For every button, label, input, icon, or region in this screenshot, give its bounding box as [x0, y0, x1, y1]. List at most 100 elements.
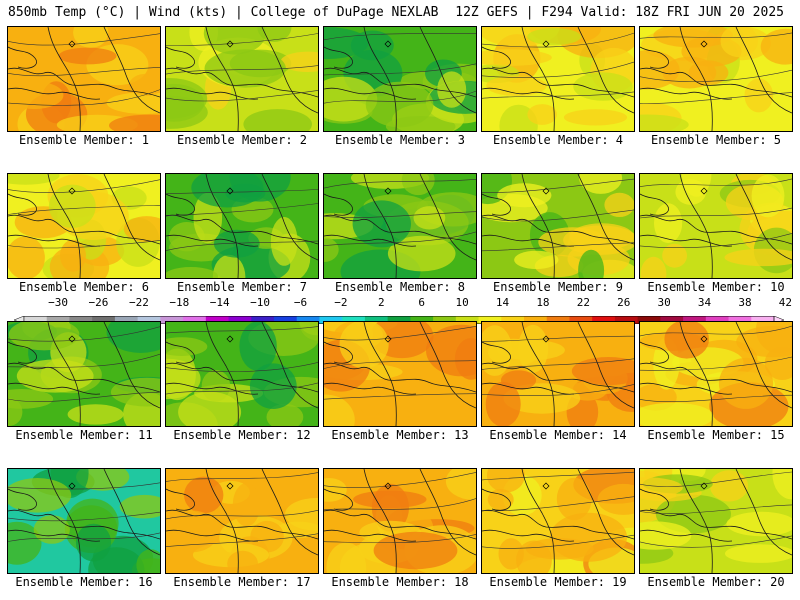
ensemble-member-label: Ensemble Member: 6: [18, 280, 150, 294]
scale-tick-label: 6: [418, 296, 426, 309]
scale-swatch: [364, 316, 389, 324]
contour-line: [8, 326, 160, 342]
ensemble-map-panel: [165, 26, 319, 132]
contour-line: [8, 482, 160, 490]
temperature-region: [299, 322, 318, 341]
map-boundary-line: [482, 382, 575, 395]
scale-tick-label: 42: [778, 296, 792, 309]
map-boundary-line: [419, 174, 476, 261]
temperature-region: [16, 359, 94, 393]
ensemble-map-panel: [7, 26, 161, 132]
temperature-region: [8, 389, 54, 409]
temperature-region: [662, 243, 687, 268]
contour-line: [166, 90, 318, 102]
scale-tick-label: −10: [250, 296, 271, 309]
contour-line: [640, 233, 792, 248]
map-boundary-line: [482, 362, 634, 393]
map-boundary-line: [324, 193, 353, 216]
contour-line: [324, 179, 476, 189]
map-boundary-line: [205, 174, 239, 278]
temperature-map: [324, 469, 476, 573]
map-boundary-line: [324, 488, 353, 511]
contour-line: [640, 178, 792, 187]
map-boundary-line: [8, 488, 37, 511]
station-marker-icon: [68, 335, 76, 343]
contour-line: [166, 65, 318, 75]
temperature-region: [709, 470, 749, 502]
scale-swatch: [24, 316, 48, 324]
scale-swatch: [705, 316, 730, 324]
map-boundary-line: [8, 382, 101, 395]
scale-tick-label: −18: [169, 296, 190, 309]
map-boundary-line: [324, 234, 417, 247]
scale-swatch: [524, 316, 548, 324]
scale-tick-label: 34: [697, 296, 712, 309]
scale-tick-label: 2: [378, 296, 385, 309]
scale-swatch: [592, 316, 616, 324]
temperature-region: [60, 239, 86, 272]
temperature-region: [640, 256, 667, 278]
scale-swatch: [455, 316, 480, 324]
temperature-region: [166, 510, 219, 553]
ensemble-member-label: Ensemble Member: 18: [331, 575, 469, 589]
scale-swatch: [228, 316, 252, 324]
station-marker-icon: [700, 335, 708, 343]
ensemble-map-panel: [165, 468, 319, 574]
model-run-info: 12Z GEFS | F294 Valid: 18Z FRI JUN 20 20…: [455, 5, 784, 20]
contour-line: [8, 240, 160, 249]
station-marker-icon: [226, 335, 234, 343]
temperature-region: [109, 114, 160, 131]
temperature-region: [75, 523, 112, 562]
scale-swatch: [69, 316, 93, 324]
contour-line: [640, 207, 792, 219]
map-boundary-line: [735, 27, 792, 114]
map-boundary-line: [679, 174, 713, 278]
temperature-region: [203, 27, 266, 55]
scale-tick-label: −14: [209, 296, 230, 309]
scale-tick-label: −30: [48, 296, 69, 309]
temperature-map: [166, 469, 318, 573]
map-boundary-line: [166, 362, 318, 393]
map-boundary-line: [324, 214, 476, 245]
temperature-map: [8, 174, 160, 278]
station-marker-icon: [384, 335, 392, 343]
temperature-map: [166, 27, 318, 131]
temperature-region: [527, 104, 557, 125]
temperature-region: [675, 179, 706, 205]
map-boundary-line: [166, 234, 259, 247]
ensemble-member-label: Ensemble Member: 20: [647, 575, 785, 589]
map-boundary-line: [577, 322, 634, 409]
map-boundary-line: [640, 67, 792, 98]
contour-line: [640, 356, 792, 371]
temperature-region: [640, 402, 714, 426]
scale-swatch: [728, 316, 752, 324]
contour-line: [324, 33, 476, 41]
scale-swatch: [614, 316, 639, 324]
ensemble-member-label: Ensemble Member: 4: [492, 133, 624, 147]
contour-line: [324, 534, 476, 544]
temperature-region: [250, 520, 284, 553]
contour-line: [8, 179, 160, 193]
scale-swatch: [114, 316, 139, 324]
ensemble-map-panel: [639, 468, 793, 574]
temperature-region: [373, 531, 458, 570]
map-boundary-line: [261, 469, 318, 556]
contour-line: [482, 471, 634, 481]
ensemble-map-panel: [639, 26, 793, 132]
map-boundary-line: [679, 322, 713, 426]
temperature-region: [324, 237, 339, 262]
temperature-region: [324, 394, 355, 426]
temperature-region: [58, 47, 117, 65]
map-boundary-line: [205, 469, 239, 573]
ensemble-map-panel: [7, 321, 161, 427]
temperature-region: [243, 109, 312, 131]
temperature-map: [482, 469, 634, 573]
contour-line: [8, 353, 160, 368]
station-marker-icon: [226, 482, 234, 490]
contour-line: [482, 534, 634, 549]
contour-line: [166, 510, 318, 520]
ensemble-map-panel: [323, 173, 477, 279]
map-boundary-line: [8, 87, 101, 100]
map-boundary-line: [482, 341, 511, 364]
contour-line: [166, 189, 318, 195]
